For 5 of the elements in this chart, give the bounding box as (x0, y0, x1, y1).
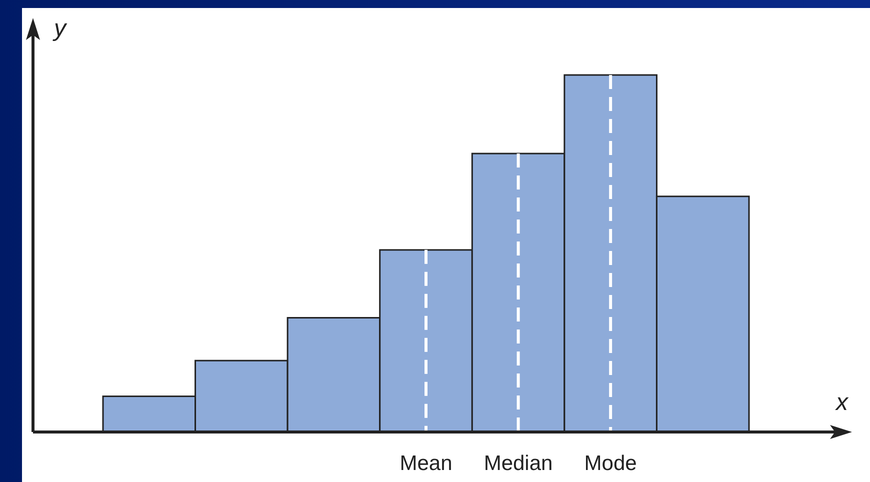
x-tick-label: Median (484, 452, 553, 475)
y-axis-title: y (52, 15, 68, 42)
x-tick-label: Mode (584, 452, 637, 475)
x-tick-label: Mean (400, 452, 452, 475)
x-axis-title: x (835, 389, 849, 416)
